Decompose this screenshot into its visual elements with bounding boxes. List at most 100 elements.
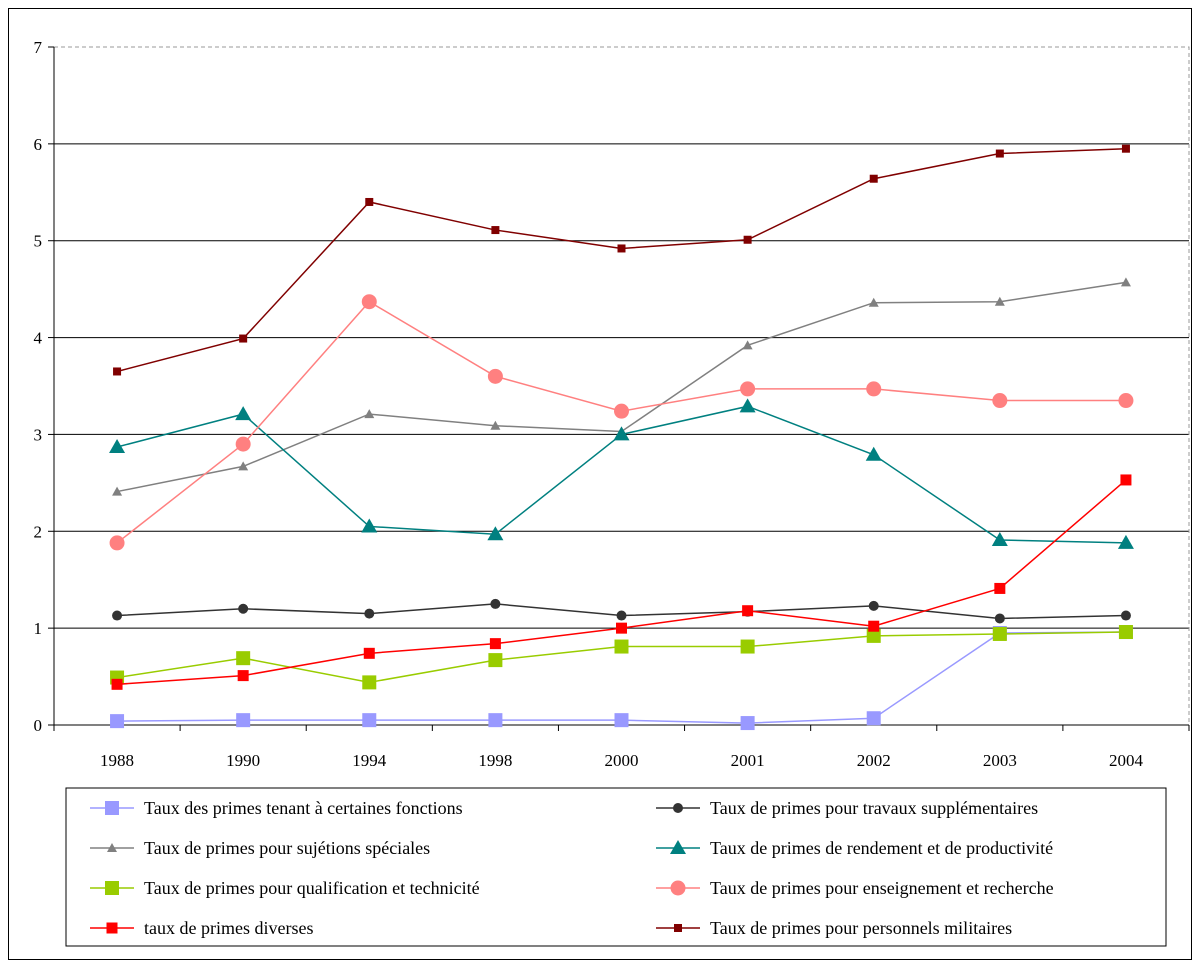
data-point: [740, 716, 755, 731]
legend-marker: [105, 801, 119, 815]
data-point: [236, 713, 251, 728]
series-7: [113, 144, 1130, 376]
data-point: [237, 670, 249, 682]
data-point: [490, 598, 501, 609]
data-point: [1120, 474, 1132, 486]
legend-marker: [107, 843, 117, 852]
legend-marker: [670, 840, 686, 854]
data-point: [364, 608, 375, 619]
legend-item: Taux de primes pour travaux supplémentai…: [656, 798, 1038, 818]
data-point: [1117, 534, 1134, 549]
y-tick-label: 0: [34, 716, 43, 735]
legend-item: Taux de primes pour personnels militaire…: [656, 918, 1012, 938]
y-tick-label: 5: [34, 232, 43, 251]
legend-label: Taux de primes pour enseignement et rech…: [710, 878, 1054, 898]
data-point: [613, 426, 630, 441]
data-point: [614, 713, 629, 728]
legend-item: taux de primes diverses: [90, 918, 313, 938]
legend-label: Taux de primes pour personnels militaire…: [710, 918, 1012, 938]
legend-label: Taux des primes tenant à certaines fonct…: [144, 798, 463, 818]
data-point: [868, 600, 879, 611]
data-point: [361, 518, 378, 533]
legend-item: Taux de primes pour qualification et tec…: [90, 878, 480, 898]
legend-item: Taux de primes pour enseignement et rech…: [656, 878, 1054, 898]
data-point: [236, 651, 251, 666]
data-point: [868, 297, 879, 307]
data-point: [364, 409, 375, 419]
data-point: [994, 296, 1005, 306]
x-tick-label: 2004: [1109, 751, 1144, 770]
data-point: [1118, 393, 1134, 409]
series-5: [109, 294, 1134, 551]
data-point: [111, 678, 123, 690]
series-line: [117, 479, 1127, 686]
legend-marker: [673, 803, 683, 813]
data-point: [112, 610, 123, 621]
legend: Taux des primes tenant à certaines fonct…: [65, 787, 1167, 947]
data-point: [740, 639, 755, 654]
data-point: [1120, 277, 1131, 287]
data-point: [487, 526, 504, 541]
x-tick-label: 1990: [226, 751, 260, 770]
data-point: [363, 647, 375, 659]
legend-marker: [674, 924, 682, 932]
data-point: [1120, 610, 1131, 621]
data-point: [238, 461, 249, 471]
data-point: [992, 393, 1008, 409]
data-point: [868, 620, 880, 632]
series-6: [111, 474, 1132, 690]
legend-label: Taux de primes de rendement et de produc…: [710, 838, 1053, 858]
data-point: [614, 403, 629, 419]
data-point: [362, 713, 377, 728]
data-point: [489, 638, 501, 650]
data-point: [487, 368, 503, 384]
y-tick-label: 6: [34, 135, 43, 154]
data-point: [869, 174, 878, 183]
series-4: [110, 625, 1133, 690]
y-tick-label: 7: [34, 38, 43, 57]
series-3: [109, 398, 1134, 549]
y-tick-label: 3: [34, 425, 43, 444]
series-2: [112, 277, 1131, 496]
data-point: [994, 613, 1005, 624]
series-1: [112, 598, 1131, 624]
data-point: [866, 381, 882, 397]
y-tick-label: 2: [34, 522, 43, 541]
data-point: [1121, 144, 1130, 153]
data-point: [865, 446, 882, 461]
y-tick-label: 1: [34, 619, 43, 638]
x-tick-label: 1998: [478, 751, 512, 770]
gridlines: [54, 143, 1189, 629]
data-point: [991, 532, 1008, 547]
data-point: [616, 610, 627, 621]
data-point: [617, 244, 626, 253]
legend-marker: [106, 922, 118, 934]
legend-item: Taux des primes tenant à certaines fonct…: [90, 798, 463, 818]
legend-marker: [670, 880, 686, 896]
x-tick-label: 2002: [857, 751, 891, 770]
x-tick-label: 2001: [731, 751, 765, 770]
axes: 0 1 2 3 4 5 6 7 1988 1990 1994 1998 2000 2001 2002 2003…: [34, 38, 1190, 770]
legend-label: Taux de primes pour qualification et tec…: [144, 878, 480, 898]
x-tick-label: 2000: [605, 751, 639, 770]
data-point: [740, 381, 756, 397]
legend-item: Taux de primes pour sujétions spéciales: [90, 838, 430, 858]
x-tick-label: 1994: [352, 751, 387, 770]
data-point: [112, 486, 123, 496]
legend-label: Taux de primes pour travaux supplémentai…: [710, 798, 1038, 818]
data-point: [362, 675, 377, 690]
data-point: [866, 628, 881, 643]
data-point: [742, 605, 754, 617]
data-point: [614, 639, 629, 654]
data-point: [109, 439, 126, 454]
legend-marker: [105, 881, 119, 895]
data-point: [113, 367, 122, 376]
data-point: [739, 398, 756, 413]
data-point: [109, 535, 125, 551]
data-point: [488, 713, 503, 728]
data-point: [238, 603, 249, 614]
data-point: [488, 653, 503, 668]
data-point: [491, 226, 500, 235]
data-point: [110, 714, 125, 729]
